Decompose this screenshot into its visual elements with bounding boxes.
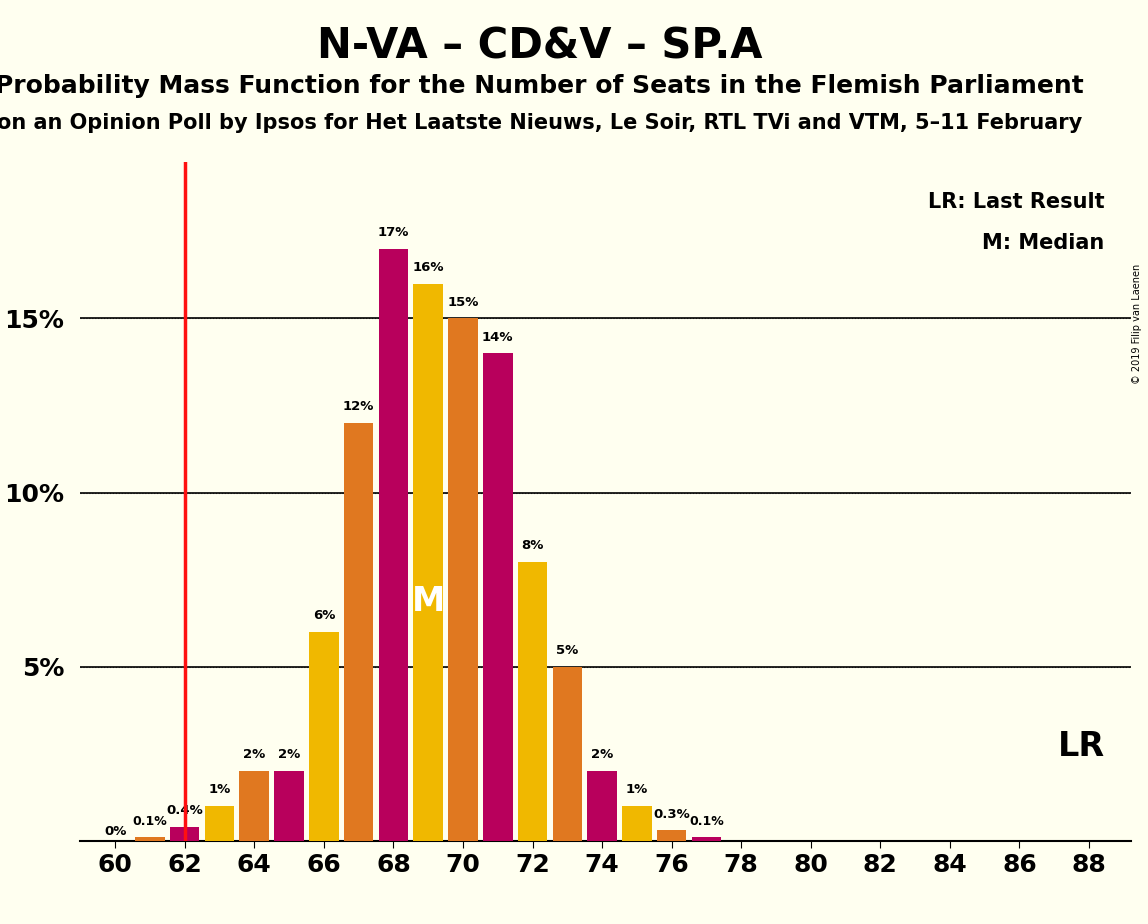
Bar (552, 667, 582, 841)
Text: 17%: 17% (378, 226, 409, 239)
Bar (170, 827, 200, 841)
Text: LR: LR (1057, 730, 1104, 762)
Text: 0.3%: 0.3% (653, 808, 690, 821)
Text: 15%: 15% (448, 296, 479, 309)
Bar (657, 831, 687, 841)
Bar (448, 319, 478, 841)
Text: 2%: 2% (591, 748, 613, 761)
Bar (204, 806, 234, 841)
Text: 8%: 8% (521, 540, 544, 553)
Text: M: M (411, 585, 444, 618)
Bar (518, 562, 548, 841)
Text: M: Median: M: Median (983, 233, 1104, 253)
Text: 0%: 0% (104, 825, 126, 838)
Bar (240, 772, 269, 841)
Bar (691, 837, 721, 841)
Text: Probability Mass Function for the Number of Seats in the Flemish Parliament: Probability Mass Function for the Number… (0, 74, 1084, 98)
Text: N-VA – CD&V – SP.A: N-VA – CD&V – SP.A (317, 26, 762, 67)
Bar (309, 632, 339, 841)
Bar (135, 837, 164, 841)
Text: on an Opinion Poll by Ipsos for Het Laatste Nieuws, Le Soir, RTL TVi and VTM, 5–: on an Opinion Poll by Ipsos for Het Laat… (0, 113, 1083, 133)
Bar (274, 772, 304, 841)
Text: LR: Last Result: LR: Last Result (928, 192, 1104, 213)
Text: 1%: 1% (209, 784, 231, 796)
Text: 2%: 2% (278, 748, 300, 761)
Text: 0.1%: 0.1% (689, 815, 723, 828)
Bar (344, 423, 373, 841)
Bar (379, 249, 409, 841)
Text: 0.4%: 0.4% (166, 804, 203, 817)
Text: 5%: 5% (556, 644, 579, 657)
Text: 6%: 6% (312, 609, 335, 622)
Text: 16%: 16% (412, 261, 444, 274)
Text: 12%: 12% (343, 400, 374, 413)
Bar (622, 806, 652, 841)
Bar (413, 284, 443, 841)
Text: 0.1%: 0.1% (132, 815, 168, 828)
Bar (483, 353, 512, 841)
Text: 2%: 2% (243, 748, 265, 761)
Text: 1%: 1% (626, 784, 647, 796)
Text: 14%: 14% (482, 331, 513, 344)
Bar (588, 772, 616, 841)
Text: © 2019 Filip van Laenen: © 2019 Filip van Laenen (1132, 263, 1141, 383)
